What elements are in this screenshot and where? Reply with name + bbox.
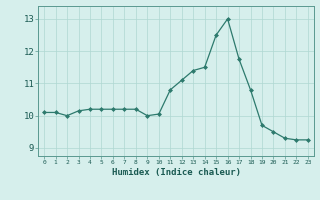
X-axis label: Humidex (Indice chaleur): Humidex (Indice chaleur)	[111, 168, 241, 177]
